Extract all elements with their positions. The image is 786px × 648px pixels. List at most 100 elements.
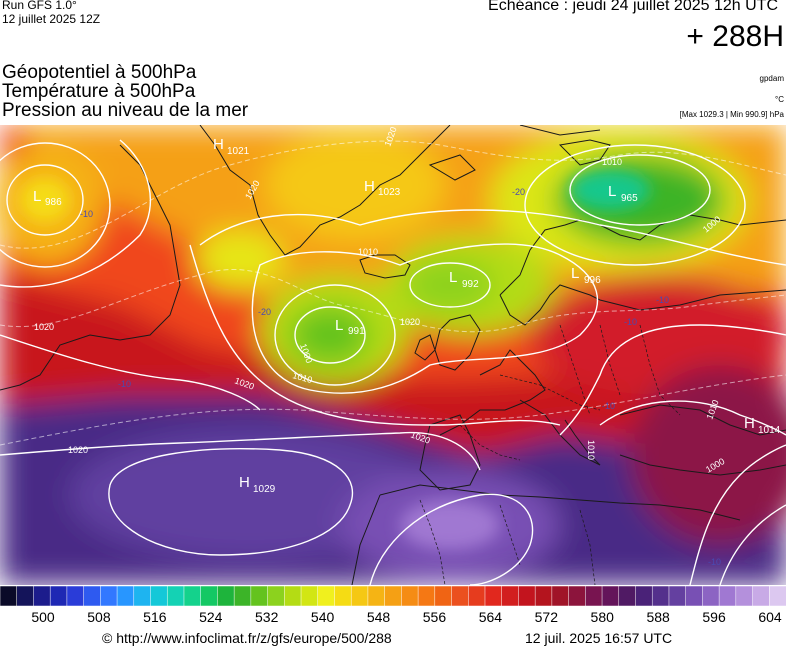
geopotential-contours: [0, 140, 786, 446]
color-scale-swatch: [668, 586, 687, 606]
color-scale-tick-label: 596: [702, 609, 726, 625]
color-scale-tick-label: 564: [478, 609, 503, 625]
generated-time: 12 juil. 2025 16:57 UTC: [525, 630, 673, 646]
color-scale-swatch: [769, 586, 786, 606]
color-scale-tick-label: 588: [646, 609, 670, 625]
color-scale-swatch: [16, 586, 35, 606]
isobar-label: 1010: [602, 157, 622, 167]
color-scale-tick-label: 548: [366, 609, 391, 625]
temperature-label: -10: [624, 317, 637, 327]
title-line-2: Température à 500hPa: [2, 81, 196, 102]
source-url: © http://www.infoclimat.fr/z/gfs/europe/…: [102, 630, 392, 646]
pressure-range: [Max 1029.3 | Min 990.9] hPa: [679, 110, 784, 119]
color-scale-swatch: [150, 586, 168, 606]
unit-geopotential: gpdam: [759, 74, 784, 83]
color-scale-swatch: [417, 586, 436, 606]
temperature-label: -10: [656, 295, 669, 305]
color-scale-swatch: [702, 586, 720, 606]
color-scale-swatch: [534, 586, 553, 606]
isobars: [0, 139, 786, 585]
color-scale-swatch: [350, 586, 369, 606]
color-scale-swatch: [49, 586, 68, 606]
pressure-center-1014: H 1014: [744, 415, 781, 436]
svg-text:1029: 1029: [253, 484, 276, 495]
svg-text:H: H: [239, 474, 250, 491]
color-scale-swatch: [217, 586, 235, 606]
svg-text:H: H: [364, 178, 375, 195]
color-scale-swatch: [468, 586, 486, 606]
color-scale-swatch: [501, 586, 520, 606]
svg-text:L: L: [335, 317, 343, 334]
isobar-label: 1020: [68, 445, 88, 455]
color-scale-swatch: [735, 586, 754, 606]
color-scale-tick-label: 532: [255, 609, 279, 625]
color-scale-swatch: [484, 586, 503, 606]
pressure-center-965: L 965: [608, 183, 638, 204]
svg-text:L: L: [608, 183, 616, 200]
isobar-label: 1020: [400, 317, 420, 327]
pressure-center-992: L 992: [449, 269, 479, 290]
svg-text:L: L: [33, 188, 41, 205]
isobar-label: 1010: [358, 247, 378, 257]
color-scale-swatch: [585, 586, 603, 606]
color-scale-tick-label: 500: [31, 609, 55, 625]
color-scale-swatch: [300, 586, 319, 606]
pressure-center-1021: H 1021: [213, 136, 250, 157]
color-scale-swatch: [618, 586, 637, 606]
color-scale-swatch: [317, 586, 336, 606]
color-scale-swatch: [401, 586, 419, 606]
svg-text:1014: 1014: [758, 425, 781, 436]
lead-time: + 288H: [686, 20, 784, 53]
color-scale-swatch: [718, 586, 737, 606]
svg-text:992: 992: [462, 279, 479, 290]
color-scale-tick-label: 540: [310, 609, 335, 625]
temperature-label: -20: [258, 307, 271, 317]
color-scale-swatch: [384, 586, 403, 606]
svg-text:1021: 1021: [227, 146, 250, 157]
color-scale-tick-label: 572: [534, 609, 558, 625]
color-scale-swatch: [133, 586, 152, 606]
valid-time: Echéance : jeudi 24 juillet 2025 12h UTC: [488, 0, 778, 14]
borders: [419, 324, 681, 585]
temperature-label: -10: [602, 401, 615, 411]
color-scale-swatch: [367, 586, 386, 606]
title-line-1: Géopotentiel à 500hPa: [2, 62, 197, 83]
pressure-center-1023: H 1023: [364, 178, 401, 198]
svg-text:996: 996: [584, 275, 601, 286]
color-scale-swatch: [451, 586, 469, 606]
color-scale-swatch: [66, 586, 85, 606]
color-scale-swatch: [651, 586, 670, 606]
run-label: Run GFS 1.0°: [2, 0, 77, 12]
weather-map: L 986 H 1021 H 1023 L 965 L 992 L 996 L 991 H 10…: [0, 125, 786, 585]
svg-text:965: 965: [621, 193, 638, 204]
color-scale-swatch: [635, 586, 653, 606]
color-scale-swatch: [200, 586, 219, 606]
color-scale-swatch: [518, 586, 536, 606]
color-scale-swatch: [0, 586, 18, 606]
color-scale-swatch: [83, 586, 102, 606]
color-scale-swatch: [334, 586, 352, 606]
pressure-center-991: L 991: [335, 317, 365, 337]
pressure-center-996: L 996: [571, 265, 601, 286]
color-scale-swatch: [284, 586, 302, 606]
temperature-label: -10: [80, 209, 93, 219]
pressure-center-986: L 986: [33, 188, 62, 208]
run-date: 12 juillet 2025 12Z: [2, 12, 101, 26]
color-scale-swatch: [434, 586, 453, 606]
color-scale-swatch: [250, 586, 269, 606]
color-scale-swatch: [33, 586, 51, 606]
color-scale-bar: [0, 586, 786, 606]
color-scale-tick-label: 580: [590, 609, 614, 625]
unit-temperature: °C: [775, 95, 784, 104]
color-scale-swatch: [568, 586, 587, 606]
color-scale-swatch: [685, 586, 704, 606]
svg-text:991: 991: [348, 326, 365, 337]
isobar-label: 1010: [586, 440, 596, 460]
title-line-3: Pression au niveau de la mer: [2, 100, 249, 121]
temperature-label: -10: [708, 557, 721, 567]
svg-text:L: L: [571, 265, 579, 282]
svg-text:H: H: [213, 136, 224, 153]
color-scale-tick-label: 556: [422, 609, 447, 625]
color-scale-swatch: [752, 586, 771, 606]
color-scale-swatch: [166, 586, 185, 606]
